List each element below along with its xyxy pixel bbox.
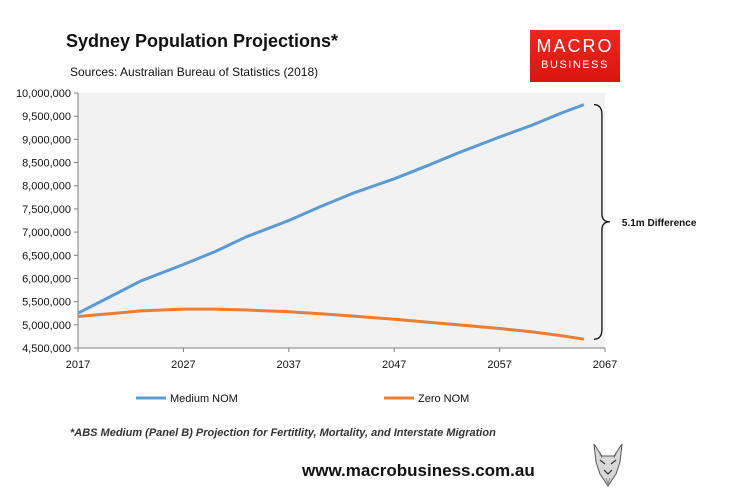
y-tick-label: 5,500,000 <box>22 297 71 309</box>
x-tick-label: 2067 <box>593 359 617 371</box>
x-tick-label: 2047 <box>382 359 406 371</box>
y-tick-label: 6,500,000 <box>22 250 71 262</box>
logo-line-1: MACRO <box>536 36 614 56</box>
fox-logo-icon <box>590 440 626 490</box>
legend-label: Zero NOM <box>418 393 469 405</box>
chart-subtitle: Sources: Australian Bureau of Statistics… <box>70 65 319 79</box>
series-line-zero-nom <box>77 307 585 341</box>
website-url: www.macrobusiness.com.au <box>302 461 535 480</box>
x-tick-label: 2057 <box>487 359 511 371</box>
difference-annotation: 5.1m Difference <box>622 218 697 229</box>
y-tick-label: 9,500,000 <box>22 111 71 123</box>
x-tick-label: 2037 <box>277 359 301 371</box>
y-tick-label: 9,000,000 <box>22 134 71 146</box>
y-tick-label: 8,500,000 <box>22 158 71 170</box>
y-tick-label: 4,500,000 <box>22 343 71 355</box>
macrobusiness-logo: MACRO BUSINESS <box>530 30 620 82</box>
difference-brace <box>593 103 610 340</box>
x-tick-label: 2027 <box>171 359 195 371</box>
chart-title: Sydney Population Projections* <box>66 31 339 51</box>
legend-label: Medium NOM <box>170 393 238 405</box>
x-axis: 2017 2027 2037 2047 2057 2067 <box>66 347 617 371</box>
y-tick-label: 8,000,000 <box>22 181 71 193</box>
y-tick-label: 7,500,000 <box>22 204 71 216</box>
logo-line-2: BUSINESS <box>541 59 609 71</box>
y-tick-label: 6,000,000 <box>22 273 71 285</box>
footnote: *ABS Medium (Panel B) Projection for Fer… <box>70 427 496 439</box>
series-line-medium-nom <box>77 103 585 315</box>
series-lines <box>77 103 585 341</box>
y-axis: 4,500,000 5,000,000 5,500,000 6,000,000 6,50… <box>16 88 79 355</box>
y-tick-label: 10,000,000 <box>16 88 71 100</box>
y-tick-label: 7,000,000 <box>22 227 71 239</box>
plot-area <box>78 93 605 348</box>
y-tick-label: 5,000,000 <box>22 320 71 332</box>
x-tick-label: 2017 <box>66 359 90 371</box>
legend: Medium NOM Zero NOM <box>136 393 469 405</box>
